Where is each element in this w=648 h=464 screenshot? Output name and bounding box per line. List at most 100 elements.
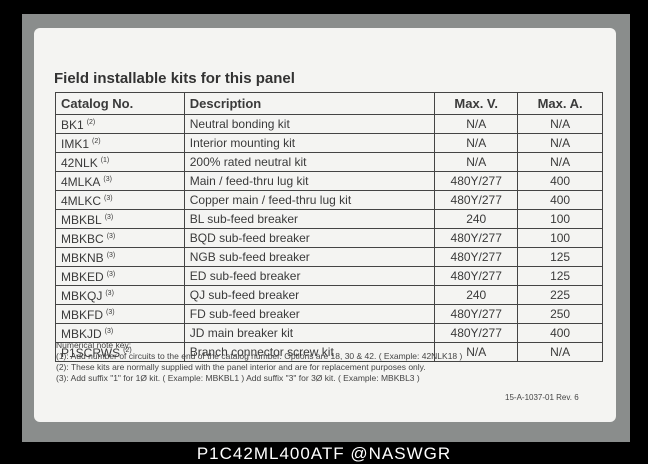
catalog-cell: BK1 (2): [55, 114, 185, 134]
max-amps-cell: 250: [517, 304, 603, 324]
note-marker: (1):: [56, 351, 69, 361]
catalog-cell: 4MLKC (3): [55, 190, 185, 210]
catalog-number: MBKBC: [61, 232, 104, 246]
catalog-number: MBKED: [61, 270, 104, 284]
catalog-number: MBKJD: [61, 327, 102, 341]
note-ref: (2): [92, 138, 101, 145]
table-row: MBKED (3) ED sub-feed breaker 480Y/277 125: [55, 266, 603, 286]
note-ref: (3): [106, 233, 116, 240]
max-volts-cell: 480Y/277: [434, 247, 519, 267]
max-amps-cell: 400: [517, 190, 603, 210]
note-marker: (2):: [56, 362, 69, 372]
catalog-number: BK1: [61, 118, 84, 132]
max-amps-cell: 125: [517, 247, 603, 267]
max-volts-cell: N/A: [434, 152, 519, 172]
table-row: MBKQJ (3) QJ sub-feed breaker 240 225: [55, 285, 603, 305]
note-ref: (2): [123, 347, 132, 354]
note-ref: (3): [106, 252, 116, 259]
note-ref: (3): [104, 328, 114, 335]
description-cell: Branch connector screw kit: [183, 342, 436, 362]
table-row: 4MLKA (3) Main / feed-thru lug kit 480Y/277…: [55, 171, 603, 191]
table-row: MBKJD (3) JD main breaker kit 480Y/277 400: [55, 323, 603, 343]
catalog-number: MBKQJ: [61, 289, 103, 303]
catalog-cell: MBKQJ (3): [55, 285, 185, 305]
note: (3): Add suffix "1" for 1Ø kit. ( Exampl…: [56, 373, 462, 384]
table-row: 4MLKC (3) Copper main / feed-thru lug kit 4…: [55, 190, 603, 210]
catalog-cell: MBKBL (3): [55, 209, 185, 229]
max-amps-cell: 225: [517, 285, 603, 305]
max-amps-cell: 125: [517, 266, 603, 286]
note-ref: (3): [104, 214, 114, 221]
max-amps-cell: 100: [517, 209, 603, 229]
max-amps-cell: N/A: [517, 133, 603, 153]
column-header: Description: [183, 92, 436, 115]
catalog-number: P1SCRWS: [61, 346, 121, 360]
max-volts-cell: 480Y/277: [434, 171, 519, 191]
note-ref: (3): [105, 290, 114, 297]
max-amps-cell: 400: [517, 171, 603, 191]
description-cell: BL sub-feed breaker: [183, 209, 436, 229]
catalog-number: 4MLKA: [61, 175, 101, 189]
description-cell: BQD sub-feed breaker: [183, 228, 436, 248]
catalog-number: IMK1: [61, 137, 90, 151]
note-ref: (1): [100, 157, 110, 164]
catalog-number: 42NLK: [61, 156, 98, 170]
table-row: BK1 (2) Neutral bonding kit N/A N/A: [55, 114, 603, 134]
notes-heading: Numerical note key:: [56, 340, 132, 350]
column-header: Max. A.: [517, 92, 603, 115]
max-volts-cell: 480Y/277: [434, 304, 519, 324]
description-cell: Copper main / feed-thru lug kit: [183, 190, 436, 210]
max-volts-cell: N/A: [434, 114, 519, 134]
description-cell: Main / feed-thru lug kit: [183, 171, 436, 191]
description-cell: 200% rated neutral kit: [183, 152, 436, 172]
description-cell: FD sub-feed breaker: [183, 304, 436, 324]
catalog-cell: MBKED (3): [55, 266, 185, 286]
table-row: MBKFD (3) FD sub-feed breaker 480Y/277 250: [55, 304, 603, 324]
catalog-cell: MBKFD (3): [55, 304, 185, 324]
catalog-cell: 42NLK (1): [55, 152, 185, 172]
note: (2): These kits are normally supplied wi…: [56, 362, 462, 373]
description-cell: QJ sub-feed breaker: [183, 285, 436, 305]
caption: P1C42ML400ATF @NASWGR: [196, 444, 452, 463]
max-volts-cell: 480Y/277: [434, 266, 519, 286]
note-ref: (3): [103, 176, 112, 183]
max-volts-cell: 480Y/277: [434, 190, 519, 210]
description-cell: ED sub-feed breaker: [183, 266, 436, 286]
max-amps-cell: N/A: [517, 152, 603, 172]
table-row: 42NLK (1) 200% rated neutral kit N/A N/A: [55, 152, 603, 172]
catalog-cell: 4MLKA (3): [55, 171, 185, 191]
max-volts-cell: 240: [434, 285, 519, 305]
catalog-cell: MBKBC (3): [55, 228, 185, 248]
max-volts-cell: N/A: [434, 133, 519, 153]
column-header: Catalog No.: [55, 92, 185, 115]
title: Field installable kits for this panel: [54, 70, 295, 87]
description-cell: Neutral bonding kit: [183, 114, 436, 134]
catalog-cell: IMK1 (2): [55, 133, 185, 153]
max-amps-cell: 400: [517, 323, 603, 343]
max-amps-cell: N/A: [517, 342, 603, 362]
catalog-number: MBKNB: [61, 251, 104, 265]
notes: Numerical note key: (1): Add number of ci…: [56, 340, 462, 384]
column-header: Max. V.: [434, 92, 519, 115]
table-row: MBKBC (3) BQD sub-feed breaker 480Y/277 100: [55, 228, 603, 248]
note-ref: (2): [86, 119, 96, 126]
catalog-cell: P1SCRWS (2): [55, 342, 185, 362]
catalog-cell: MBKNB (3): [55, 247, 185, 267]
note-ref: (3): [106, 271, 116, 278]
max-amps-cell: N/A: [517, 114, 603, 134]
note: (1): Add number of circuits to the end o…: [56, 351, 462, 362]
max-volts-cell: N/A: [434, 342, 519, 362]
note-ref: (3): [104, 195, 113, 202]
table-row: MBKBL (3) BL sub-feed breaker 240 100: [55, 209, 603, 229]
table-row: IMK1 (2) Interior mounting kit N/A N/A: [55, 133, 603, 153]
catalog-number: MBKBL: [61, 213, 102, 227]
description-cell: Interior mounting kit: [183, 133, 436, 153]
description-cell: NGB sub-feed breaker: [183, 247, 436, 267]
kits-table: Catalog No. Description Max. V. Max. A. BK1(…: [55, 92, 603, 362]
max-amps-cell: 100: [517, 228, 603, 248]
note-text: Add number of circuits to the end of the…: [70, 351, 463, 361]
note-ref: (3): [106, 309, 115, 316]
table-row: MBKNB (3) NGB sub-feed breaker 480Y/277 125: [55, 247, 603, 267]
note-text: Add suffix "1" for 1Ø kit. ( Example: MB…: [70, 373, 420, 383]
